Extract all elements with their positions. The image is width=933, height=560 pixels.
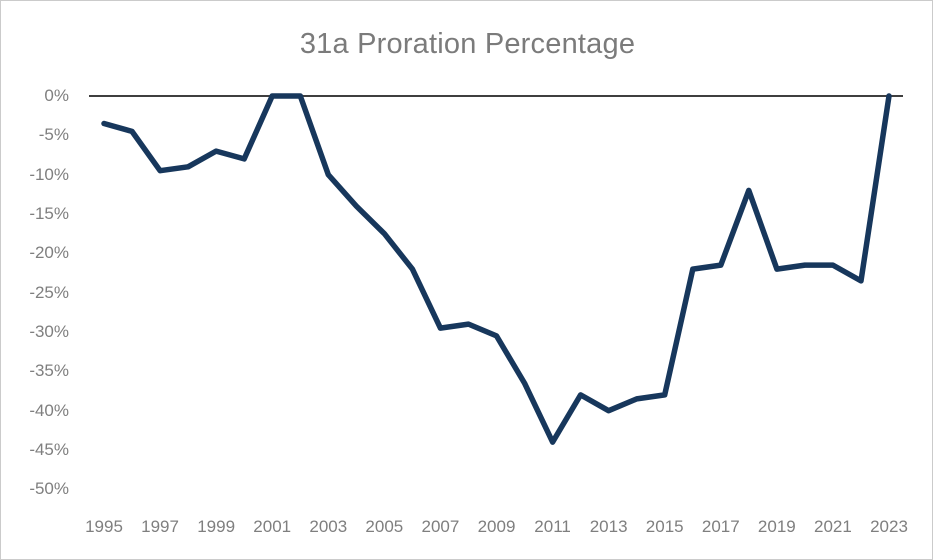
x-tick-label: 2001 <box>253 517 292 536</box>
x-tick-label: 2019 <box>757 517 796 536</box>
x-tick-label: 2009 <box>477 517 516 536</box>
y-tick-label: -15% <box>29 203 69 223</box>
x-tick-label: 1997 <box>141 517 179 536</box>
x-tick-label: 2003 <box>309 517 348 536</box>
y-tick-label: 0% <box>44 86 69 105</box>
x-tick-label: 2015 <box>645 517 684 536</box>
y-tick-label: -35% <box>29 361 69 381</box>
x-tick-label: 2017 <box>701 517 740 536</box>
x-tick-label: 1999 <box>197 517 236 536</box>
x-tick-label: 2011 <box>534 517 571 536</box>
y-tick-label: -20% <box>29 243 69 263</box>
y-tick-label: -40% <box>29 400 69 420</box>
proration-line <box>101 93 892 445</box>
y-axis: 0% -5% -10% -15% -20% -25% -30% -35% -40% -45% -50… <box>1 1 71 559</box>
y-tick-label: -30% <box>29 321 69 341</box>
y-tick-label: -50% <box>29 479 69 499</box>
x-tick-label: 2013 <box>589 517 628 536</box>
x-tick-label: 2005 <box>365 517 404 536</box>
x-tick-label: 1995 <box>85 517 123 536</box>
chart-title: 31a Proration Percentage <box>299 28 636 60</box>
y-tick-label: -10% <box>29 164 69 184</box>
x-tick-label: 2007 <box>421 517 460 536</box>
y-tick-label: -25% <box>29 282 69 302</box>
x-tick-label: 2023 <box>870 517 908 536</box>
x-tick-label: 2021 <box>814 517 852 536</box>
y-tick-label: -45% <box>29 439 69 459</box>
x-axis: 1995 1997 1999 2001 2003 2005 2007 2009 2011 2013… <box>1 516 932 540</box>
y-tick-label: -5% <box>38 125 69 145</box>
